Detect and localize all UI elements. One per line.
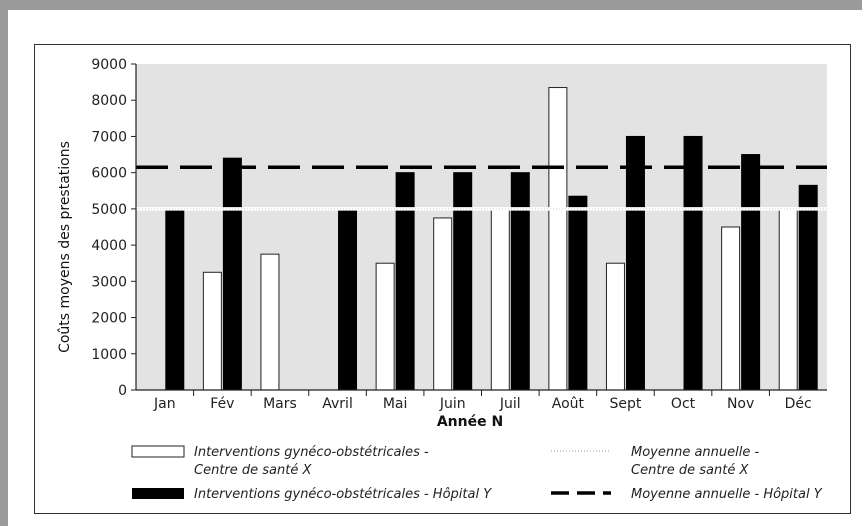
y-tick-label: 3000 bbox=[91, 274, 127, 290]
bar-centre-sante-x bbox=[490, 208, 510, 391]
x-tick-label: Sept bbox=[610, 396, 642, 412]
bar-centre-sante-x bbox=[260, 253, 280, 391]
x-tick-label: Juin bbox=[439, 396, 466, 412]
y-tick-label: 5000 bbox=[91, 202, 127, 218]
y-tick-label: 8000 bbox=[91, 93, 127, 109]
x-tick-label: Mai bbox=[383, 396, 408, 412]
bar-centre-sante-x bbox=[548, 87, 568, 391]
bar-centre-sante-x bbox=[778, 208, 798, 391]
bar-centre-sante-x bbox=[202, 271, 222, 391]
plot-background bbox=[136, 64, 827, 390]
bar-chart: 0 1000 2000 3000 4000 5000 6000 7000 8000 9000 Jan… bbox=[57, 57, 827, 502]
legend-label-hopital-y: Interventions gynéco-obstétricales - Hôp… bbox=[194, 487, 492, 502]
bar-hopital-y bbox=[568, 195, 588, 391]
bar-centre-sante-x bbox=[375, 262, 395, 391]
bar-hopital-y bbox=[625, 135, 645, 391]
x-tick-label: Nov bbox=[727, 396, 754, 412]
x-tick-label: Juil bbox=[499, 396, 521, 412]
x-axis-title: Année N bbox=[437, 414, 503, 430]
legend: Interventions gynéco-obstétricales - Cent… bbox=[131, 445, 823, 502]
y-tick-label: 2000 bbox=[91, 311, 127, 327]
y-tick-label: 0 bbox=[118, 383, 127, 399]
bar-hopital-y bbox=[222, 157, 242, 391]
bar-hopital-y bbox=[165, 208, 185, 391]
x-tick-label: Oct bbox=[671, 396, 696, 412]
legend-label-centre-sante-x: Centre de santé X bbox=[194, 463, 312, 478]
x-tick-label: Mars bbox=[263, 396, 297, 412]
bar-hopital-y bbox=[510, 172, 530, 391]
x-tick-label: Jan bbox=[153, 396, 176, 412]
y-axis-title: Coûts moyens des prestations bbox=[57, 141, 73, 353]
y-tick-label: 1000 bbox=[91, 347, 127, 363]
y-tick-label: 7000 bbox=[91, 129, 127, 145]
legend-label-moyenne-centre-sante-x: Moyenne annuelle - bbox=[631, 445, 760, 460]
bar-hopital-y bbox=[453, 172, 473, 391]
bar-hopital-y bbox=[683, 135, 703, 391]
bar-hopital-y bbox=[798, 184, 818, 391]
x-tick-label: Déc bbox=[785, 396, 812, 412]
x-tick-label: Août bbox=[552, 396, 585, 412]
y-tick-label: 6000 bbox=[91, 166, 127, 182]
bar-centre-sante-x bbox=[721, 226, 741, 391]
x-tick-label: Fév bbox=[210, 396, 234, 412]
plot-area: 0 1000 2000 3000 4000 5000 6000 7000 8000 9000 Jan… bbox=[91, 57, 827, 412]
legend-label-centre-sante-x: Interventions gynéco-obstétricales - bbox=[194, 445, 429, 460]
x-tick-label: Avril bbox=[322, 396, 353, 412]
bar-hopital-y bbox=[338, 208, 358, 391]
y-tick-label: 9000 bbox=[91, 57, 127, 73]
legend-swatch-black-bar bbox=[132, 488, 184, 499]
legend-label-moyenne-centre-sante-x: Centre de santé X bbox=[631, 463, 749, 478]
bar-hopital-y bbox=[741, 154, 761, 391]
y-tick-label: 4000 bbox=[91, 238, 127, 254]
bar-centre-sante-x bbox=[605, 262, 625, 391]
chart-frame: 0 1000 2000 3000 4000 5000 6000 7000 8000 9000 Jan… bbox=[8, 10, 862, 526]
legend-swatch-white-bar bbox=[131, 445, 185, 458]
bar-centre-sante-x bbox=[433, 217, 453, 391]
legend-label-moyenne-hopital-y: Moyenne annuelle - Hôpital Y bbox=[631, 487, 823, 502]
chart-panel: 0 1000 2000 3000 4000 5000 6000 7000 8000 9000 Jan… bbox=[34, 44, 851, 514]
bar-hopital-y bbox=[395, 172, 415, 391]
